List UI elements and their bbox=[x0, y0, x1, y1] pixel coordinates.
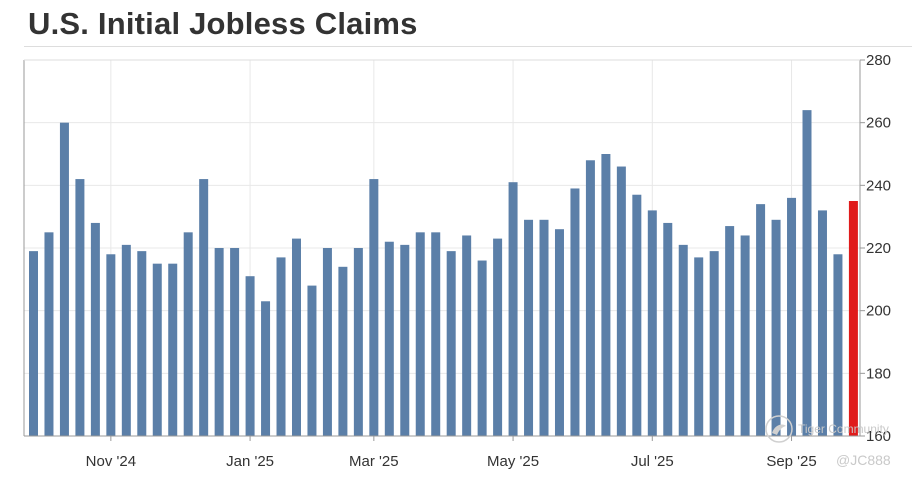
bar bbox=[90, 222, 100, 436]
bar bbox=[477, 260, 487, 436]
bar bbox=[539, 219, 549, 436]
y-tick-label: 240 bbox=[866, 177, 891, 194]
bar bbox=[570, 188, 580, 436]
bar bbox=[369, 179, 379, 436]
bar bbox=[740, 235, 750, 436]
bar bbox=[106, 254, 116, 436]
bar bbox=[678, 244, 688, 436]
bars bbox=[29, 110, 858, 437]
bar bbox=[59, 122, 69, 437]
bar bbox=[694, 257, 704, 436]
bar bbox=[214, 248, 224, 436]
y-tick-label: 280 bbox=[866, 52, 891, 69]
bar bbox=[756, 204, 766, 436]
bar bbox=[276, 257, 286, 436]
bar bbox=[152, 263, 162, 436]
y-tick-label: 260 bbox=[866, 115, 891, 132]
bar bbox=[338, 266, 348, 436]
title-divider bbox=[24, 46, 912, 47]
bar bbox=[121, 244, 131, 436]
bar bbox=[663, 222, 673, 436]
y-tick-label: 220 bbox=[866, 240, 891, 257]
author-handle: @JC888 bbox=[836, 452, 891, 468]
bar bbox=[384, 241, 394, 436]
bar bbox=[709, 251, 719, 436]
chart-title: U.S. Initial Jobless Claims bbox=[28, 6, 418, 41]
bar bbox=[647, 210, 657, 436]
watermark: Tiger Community bbox=[764, 414, 889, 444]
x-tick-label: Jul '25 bbox=[631, 453, 674, 470]
bar bbox=[322, 248, 332, 436]
bar bbox=[802, 110, 812, 436]
bar bbox=[725, 226, 735, 436]
bar bbox=[787, 197, 797, 436]
bar bbox=[400, 244, 410, 436]
x-tick-label: Nov '24 bbox=[86, 453, 136, 470]
y-tick-label: 160 bbox=[866, 428, 891, 445]
bar bbox=[771, 219, 781, 436]
x-axis-ticks: Nov '24 Jan '25 Mar '25 May '25 Jul '25 Sep '… bbox=[86, 436, 817, 470]
bar bbox=[508, 182, 518, 436]
gridlines bbox=[24, 59, 860, 437]
x-tick-label: Jan '25 bbox=[226, 453, 274, 470]
bar bbox=[291, 238, 301, 436]
x-tick-label: May '25 bbox=[487, 453, 539, 470]
bar bbox=[493, 238, 503, 436]
bar bbox=[462, 235, 472, 436]
bar bbox=[554, 229, 564, 436]
bar bbox=[353, 248, 363, 436]
bar bbox=[632, 194, 642, 436]
bar bbox=[199, 179, 209, 436]
bar bbox=[817, 210, 827, 436]
bar bbox=[183, 232, 193, 436]
y-tick-label: 180 bbox=[866, 365, 891, 382]
bar bbox=[230, 248, 240, 436]
bar bbox=[44, 232, 54, 436]
y-axis-ticks: 160 180 200 220 240 260 280 bbox=[860, 52, 891, 445]
bar bbox=[415, 232, 425, 436]
watermark-text: Tiger Community bbox=[798, 422, 889, 436]
bar-highlight bbox=[848, 201, 858, 436]
y-tick-label: 200 bbox=[866, 303, 891, 320]
bar bbox=[616, 166, 626, 436]
bar bbox=[524, 219, 534, 436]
bar bbox=[833, 254, 843, 436]
bar bbox=[585, 160, 595, 436]
bar bbox=[245, 276, 255, 436]
bar bbox=[137, 251, 147, 436]
bar bbox=[307, 285, 317, 436]
bar bbox=[431, 232, 441, 436]
x-tick-label: Sep '25 bbox=[766, 453, 816, 470]
bar bbox=[168, 263, 178, 436]
bar bbox=[601, 154, 611, 436]
x-tick-label: Mar '25 bbox=[349, 453, 399, 470]
bar bbox=[261, 301, 271, 436]
bar bbox=[75, 179, 85, 436]
bar bbox=[446, 251, 456, 436]
bar bbox=[29, 251, 38, 436]
tiger-logo-icon bbox=[765, 415, 793, 443]
